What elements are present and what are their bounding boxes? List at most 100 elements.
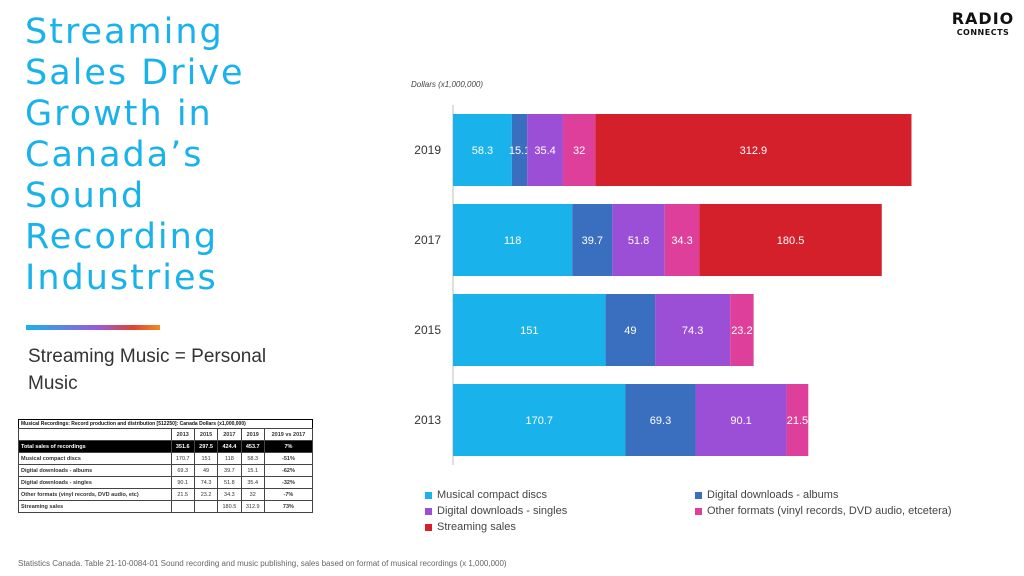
data-label: 74.3 [682,325,703,337]
legend-swatch [425,507,432,515]
table-cell: 58.3 [240,452,265,465]
y-tick-label: 2019 [414,143,441,157]
table-row: Other formats (vinyl records, DVD audio,… [18,488,314,501]
table-cell: 35.4 [240,476,265,489]
table-cell: -32% [263,476,314,489]
y-tick-label: 2013 [414,413,441,427]
legend-swatch [425,523,432,531]
table-cell: 23.2 [193,488,219,501]
data-label: 312.9 [740,145,768,157]
data-label: 35.4 [534,145,555,157]
table-row: Total sales of recordings 351.6 297.5 424.4… [18,440,314,453]
legend-item: Other formats (vinyl records, DVD audio,… [695,505,985,517]
table-cell: 34.3 [217,488,242,501]
table-cell: Digital downloads - albums [18,464,172,477]
data-label: 90.1 [730,415,751,427]
table-header-cell: 2019 vs 2017 [263,428,314,441]
logo-connects-text: CONNECTS [956,28,1010,37]
legend-label: Musical compact discs [437,489,548,501]
table-cell: 351.6 [170,440,195,453]
data-label: 58.3 [472,145,493,157]
table-cell: 297.5 [193,440,219,453]
table-cell: -7% [263,488,314,501]
table-cell: 312.9 [240,500,265,513]
bar-segment [699,204,882,276]
data-label: 151 [520,325,538,337]
bar-segment [625,384,696,456]
table-cell: 90.1 [170,476,195,489]
data-label: 49 [624,325,636,337]
table-header-row: 2013 2015 2017 2019 2019 vs 2017 [18,428,314,441]
table-cell: -62% [263,464,314,477]
sales-data-table: Musical Recordings: Record production an… [18,419,314,513]
table-cell: 118 [217,452,242,465]
bar-segment [453,384,626,456]
table-cell: -51% [263,452,314,465]
table-cell: 69.3 [170,464,195,477]
bar-segment [562,114,596,186]
legend-swatch [425,491,432,499]
data-label: 51.8 [628,235,649,247]
table-cell: Total sales of recordings [18,440,172,453]
table-cell: 7% [263,440,314,453]
table-cell [193,500,219,513]
table-title: Musical Recordings: Record production an… [18,419,313,428]
legend-item: Streaming sales [425,521,695,533]
bar-segment [655,294,731,366]
accent-gradient-bar [26,325,160,330]
bar-segment [572,204,613,276]
table-cell: 453.7 [240,440,265,453]
data-label: 23.2 [731,325,752,337]
bar-segment [730,294,754,366]
table-row: Musical compact discs 170.7 151 118 58.3 -51% [18,452,314,465]
bar-segment [605,294,656,366]
table-cell: 424.4 [217,440,242,453]
table-row: Streaming sales 180.5 312.9 73% [18,500,314,513]
table-cell: Streaming sales [18,500,172,513]
legend-item: Musical compact discs [425,489,695,501]
logo-radio-text: RADIO [951,9,1015,28]
table-cell: 170.7 [170,452,195,465]
data-label: 39.7 [582,235,603,247]
y-tick-label: 2017 [414,233,441,247]
bar-segment [612,204,665,276]
data-label: 34.3 [671,235,692,247]
legend-item: Digital downloads - singles [425,505,695,517]
data-label: 69.3 [650,415,671,427]
source-citation: Statistics Canada. Table 21-10-0084-01 S… [18,559,507,568]
bar-segment [595,114,912,186]
table-row: Digital downloads - singles 90.1 74.3 51.8 3… [18,476,314,489]
table-cell: Other formats (vinyl records, DVD audio,… [18,488,172,501]
table-header-cell: 2017 [217,428,242,441]
bar-segment [664,204,700,276]
table-cell: Digital downloads - singles [18,476,172,489]
bar-segment [511,114,528,186]
bar-segment [695,384,787,456]
legend-item: Digital downloads - albums [695,489,985,501]
table-cell: 21.5 [170,488,195,501]
table-cell: 151 [193,452,219,465]
bar-segment [527,114,563,186]
data-label: 180.5 [777,235,805,247]
table-header-cell: 2019 [240,428,265,441]
table-cell: 180.5 [217,500,242,513]
radio-connects-logo: RADIO CONNECTS [948,10,1018,38]
table-cell: Musical compact discs [18,452,172,465]
legend-label: Streaming sales [437,521,516,533]
slide-title: Streaming Sales Drive Growth in Canada’s… [25,12,245,298]
bar-segment [453,294,606,366]
table-row: Digital downloads - albums 69.3 49 39.7 15.1… [18,464,314,477]
table-cell: 39.7 [217,464,242,477]
table-cell: 49 [193,464,219,477]
data-label: 15.1 [509,145,530,157]
data-label: 21.5 [787,415,808,427]
table-header-cell: 2015 [193,428,219,441]
table-cell: 51.8 [217,476,242,489]
slide-subtitle: Streaming Music = Personal Music [28,346,267,394]
y-tick-label: 2015 [414,323,441,337]
legend-label: Digital downloads - albums [707,489,839,501]
table-cell: 15.1 [240,464,265,477]
legend-label: Other formats (vinyl records, DVD audio,… [707,505,952,517]
table-header-cell [18,428,172,441]
legend-label: Digital downloads - singles [437,505,568,517]
